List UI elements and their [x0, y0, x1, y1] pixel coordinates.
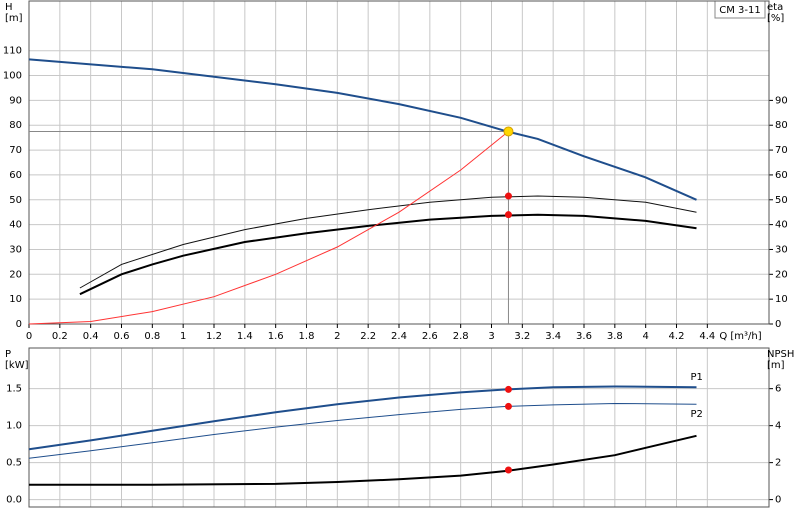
y-tick-label: 1.0	[6, 421, 22, 432]
x-tick-label: 3.2	[514, 331, 530, 342]
curve	[28, 402, 697, 459]
x-tick-label: 4	[642, 331, 648, 342]
x-tick-label: 1.6	[268, 331, 284, 342]
point-marker	[504, 466, 512, 474]
y-axis-label: P	[5, 349, 11, 360]
point-marker	[504, 192, 512, 200]
plot-frame	[28, 347, 770, 508]
y2-tick-label: 60	[775, 170, 788, 181]
y-axis-unit: [kW]	[5, 360, 29, 371]
operating-point	[503, 126, 514, 137]
y-tick-label: 20	[9, 269, 22, 280]
y-tick-label: 70	[9, 145, 22, 156]
x-tick-label: 3	[488, 331, 494, 342]
y-tick-label: 50	[9, 195, 22, 206]
y2-tick-label: 10	[775, 294, 788, 305]
y2-tick-label: 0	[775, 495, 781, 506]
x-tick-label: 4.2	[669, 331, 685, 342]
point-marker	[504, 211, 512, 219]
y2-tick-label: 6	[775, 384, 781, 395]
curve	[28, 131, 509, 325]
y2-axis-label: NPSH	[767, 349, 794, 360]
x-tick-label: 0.8	[144, 331, 160, 342]
y2-tick-label: 90	[775, 95, 788, 106]
x-tick-label: 0.6	[114, 331, 130, 342]
curve	[29, 434, 697, 486]
x-tick-label: 2.2	[360, 331, 376, 342]
y-tick-label: 0	[16, 319, 22, 330]
y-tick-label: 100	[3, 71, 22, 82]
y2-tick-label: 50	[775, 195, 788, 206]
x-tick-label: 2	[334, 331, 340, 342]
point-marker	[504, 385, 512, 393]
y2-tick-label: 70	[775, 145, 788, 156]
y2-tick-label: 4	[775, 421, 781, 432]
x-tick-label: 0	[26, 331, 32, 342]
y2-tick-label: 2	[775, 458, 781, 469]
x-tick-label: 4.4	[699, 331, 715, 342]
x-tick-label: 1.8	[299, 331, 315, 342]
curve	[28, 385, 697, 451]
x-tick-label: 1.2	[206, 331, 222, 342]
y-tick-label: 0.5	[6, 458, 22, 469]
curve	[28, 58, 697, 201]
x-tick-label: 3.8	[607, 331, 623, 342]
x-tick-label: 3.4	[545, 331, 561, 342]
y-tick-label: 30	[9, 244, 22, 255]
x-axis-label: Q [m³/h]	[719, 331, 761, 342]
y2-tick-label: 30	[775, 244, 788, 255]
legend-label: P1	[691, 372, 703, 383]
y2-tick-label: 80	[775, 120, 788, 131]
y-tick-label: 90	[9, 95, 22, 106]
y-tick-label: 80	[9, 120, 22, 131]
x-tick-label: 0.2	[52, 331, 68, 342]
y-tick-label: 60	[9, 170, 22, 181]
x-tick-label: 1.4	[237, 331, 253, 342]
chart-title: CM 3-11	[719, 5, 760, 16]
y-tick-label: 0.0	[6, 495, 22, 506]
y2-axis-unit: [m]	[767, 360, 785, 371]
curve	[79, 195, 697, 289]
y2-tick-label: 20	[775, 269, 788, 280]
y2-tick-label: 40	[775, 220, 788, 231]
point-marker	[504, 402, 512, 410]
y-axis-label: H	[5, 2, 13, 13]
x-tick-label: 2.6	[422, 331, 438, 342]
x-tick-label: 2.4	[391, 331, 407, 342]
y-tick-label: 10	[9, 294, 22, 305]
y-tick-label: 1.5	[6, 384, 22, 395]
y2-axis-unit: [%]	[767, 13, 784, 24]
x-tick-label: 0.4	[83, 331, 99, 342]
curve	[79, 213, 697, 296]
x-tick-label: 3.6	[576, 331, 592, 342]
x-tick-label: 1	[180, 331, 186, 342]
y2-tick-label: 0	[775, 319, 781, 330]
legend-label: P2	[691, 409, 703, 420]
y-axis-unit: [m]	[5, 13, 23, 24]
y-tick-label: 110	[3, 46, 22, 57]
x-tick-label: 2.8	[453, 331, 469, 342]
y-tick-label: 40	[9, 220, 22, 231]
y2-axis-label: eta	[767, 2, 783, 13]
